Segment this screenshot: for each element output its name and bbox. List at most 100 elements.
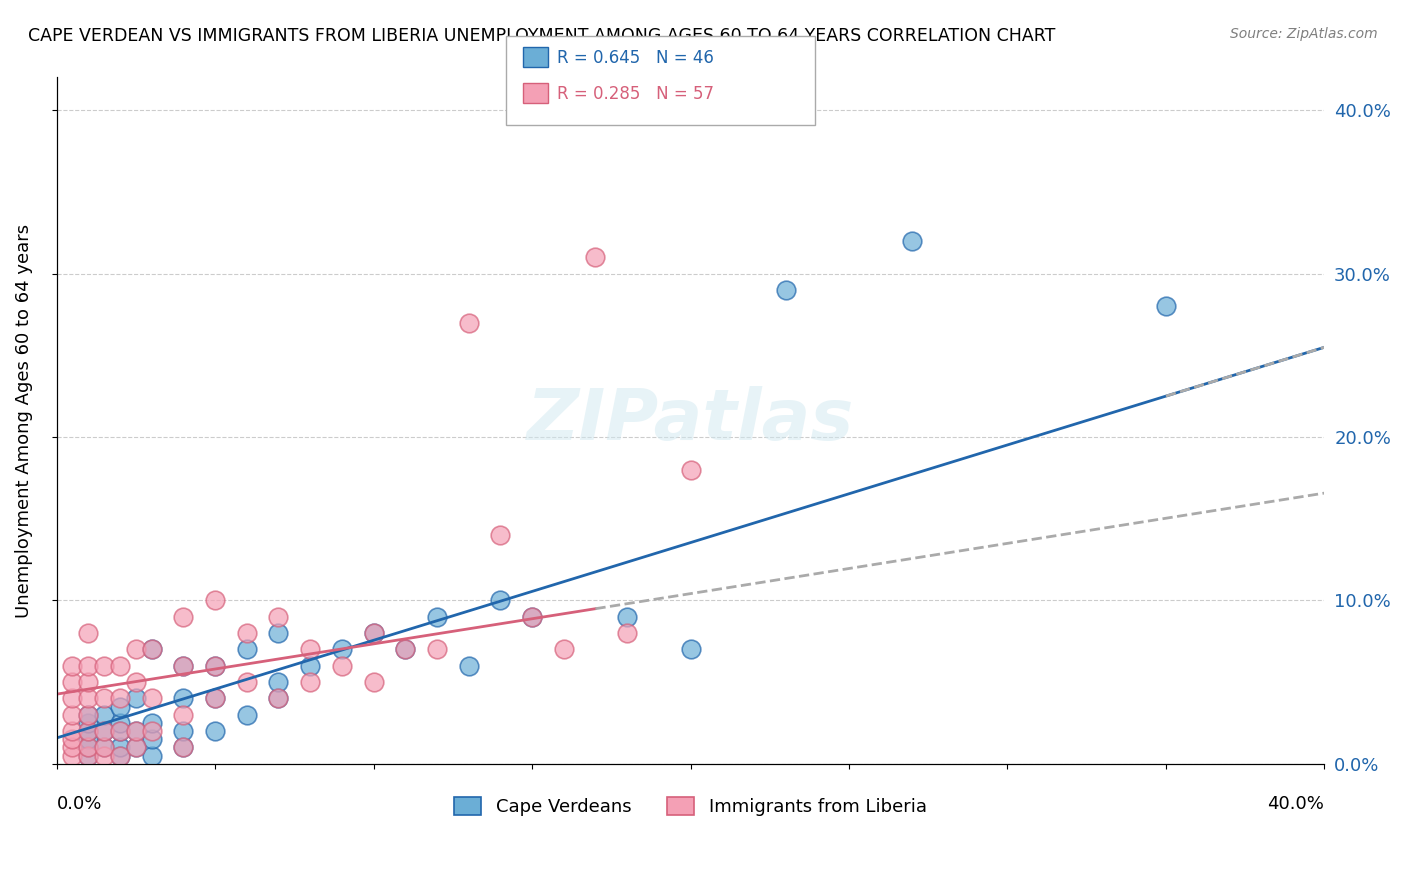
Point (363, 626, 385, 640)
Point (93, 707, 115, 722)
Point (236, 675, 259, 690)
Point (141, 642, 163, 657)
Point (141, 732, 163, 747)
Point (62, 748, 84, 763)
Point (204, 724, 226, 739)
Point (77, 707, 100, 722)
Point (679, 642, 702, 657)
Point (267, 691, 290, 706)
Point (616, 609, 638, 624)
Point (93, 748, 115, 763)
Point (125, 675, 148, 690)
Text: 0.0%: 0.0% (56, 795, 103, 813)
Point (299, 658, 322, 673)
Point (108, 748, 131, 763)
Point (93, 691, 115, 706)
Point (204, 658, 226, 673)
Point (172, 707, 194, 722)
Point (489, 528, 512, 542)
Point (93, 740, 115, 755)
Point (77, 724, 100, 739)
Point (108, 748, 131, 763)
Point (520, 609, 543, 624)
Point (77, 740, 100, 755)
Point (77, 748, 100, 763)
Point (125, 724, 148, 739)
Point (267, 609, 290, 624)
Text: R = 0.645   N = 46: R = 0.645 N = 46 (557, 49, 714, 67)
Point (1154, 299, 1177, 313)
Point (330, 658, 353, 673)
Point (77, 691, 100, 706)
Text: 40.0%: 40.0% (1268, 795, 1324, 813)
Point (236, 642, 259, 657)
Point (172, 724, 194, 739)
Point (172, 658, 194, 673)
Point (363, 626, 385, 640)
Point (77, 707, 100, 722)
Point (141, 691, 163, 706)
Text: R = 0.285   N = 57: R = 0.285 N = 57 (557, 85, 714, 103)
Point (108, 724, 131, 739)
Point (204, 593, 226, 607)
Point (141, 724, 163, 739)
Point (267, 691, 290, 706)
Point (141, 642, 163, 657)
Point (77, 724, 100, 739)
Point (125, 642, 148, 657)
Point (267, 675, 290, 690)
Text: Source: ZipAtlas.com: Source: ZipAtlas.com (1230, 27, 1378, 41)
Point (363, 675, 385, 690)
Point (93, 658, 115, 673)
Point (775, 283, 797, 297)
Point (457, 658, 479, 673)
Point (108, 740, 131, 755)
Point (125, 740, 148, 755)
Point (62, 740, 84, 755)
Point (679, 463, 702, 477)
Point (93, 740, 115, 755)
Point (172, 609, 194, 624)
Point (426, 642, 449, 657)
Point (77, 626, 100, 640)
Point (204, 691, 226, 706)
Point (141, 716, 163, 731)
Point (108, 724, 131, 739)
Point (330, 642, 353, 657)
Point (108, 716, 131, 731)
Point (457, 316, 479, 330)
Point (77, 675, 100, 690)
Point (394, 642, 416, 657)
Point (394, 642, 416, 657)
Legend: Cape Verdeans, Immigrants from Liberia: Cape Verdeans, Immigrants from Liberia (447, 789, 934, 823)
Point (77, 740, 100, 755)
Point (108, 699, 131, 714)
Point (553, 642, 575, 657)
Point (62, 707, 84, 722)
Point (901, 234, 924, 248)
Point (108, 691, 131, 706)
Point (62, 724, 84, 739)
Point (489, 593, 512, 607)
Point (141, 748, 163, 763)
Point (172, 740, 194, 755)
Y-axis label: Unemployment Among Ages 60 to 64 years: Unemployment Among Ages 60 to 64 years (15, 224, 32, 617)
Point (583, 250, 606, 264)
Point (616, 626, 638, 640)
Point (62, 691, 84, 706)
Point (62, 658, 84, 673)
Point (520, 609, 543, 624)
Point (62, 732, 84, 747)
Point (299, 642, 322, 657)
Point (172, 691, 194, 706)
Point (125, 740, 148, 755)
Point (236, 626, 259, 640)
Point (236, 707, 259, 722)
Text: ZIPatlas: ZIPatlas (527, 386, 855, 455)
Point (77, 716, 100, 731)
Point (125, 691, 148, 706)
Point (108, 658, 131, 673)
Point (172, 740, 194, 755)
Point (93, 724, 115, 739)
Point (299, 675, 322, 690)
